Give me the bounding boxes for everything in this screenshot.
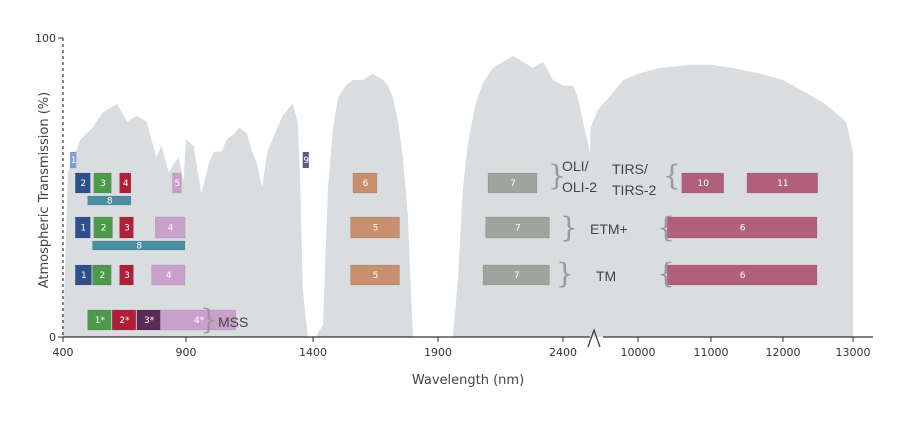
sensor-name: OLI-2 — [562, 179, 597, 195]
band-label: 3 — [124, 271, 130, 281]
band-bar — [485, 216, 550, 239]
brace: { — [657, 211, 675, 244]
band-bar — [119, 172, 132, 194]
band-bar — [69, 151, 77, 169]
band-label: 6 — [740, 224, 746, 234]
band-bar — [350, 216, 400, 239]
band-bar — [666, 216, 818, 239]
sensor-name: TIRS-2 — [612, 182, 657, 198]
brace: } — [548, 159, 566, 192]
band-bar — [87, 309, 112, 331]
band-label: 3* — [144, 316, 155, 326]
band-label: 2 — [101, 224, 107, 234]
band-bar — [746, 172, 818, 194]
band-label: 11 — [777, 179, 788, 189]
band-bar — [155, 216, 186, 239]
band-label: 6 — [740, 271, 746, 281]
band-bar — [87, 195, 132, 206]
band-label: 10 — [697, 179, 709, 189]
band-label: 8 — [136, 242, 142, 252]
transmission-area — [63, 55, 638, 338]
band-label: 5 — [175, 179, 181, 189]
band-bar — [666, 264, 818, 286]
band-label: 1 — [80, 224, 86, 234]
x-tick-label: 13000 — [836, 346, 871, 359]
x-tick-label: 2400 — [549, 346, 577, 359]
band-label: 4* — [194, 316, 205, 326]
transmission-area — [586, 64, 853, 338]
band-label: 1 — [81, 271, 87, 281]
band-label: 5 — [373, 271, 379, 281]
sensor-name: TIRS/ — [612, 161, 648, 177]
sensor-name: MSS — [218, 314, 248, 330]
y-tick-label: 100 — [35, 32, 56, 45]
band-bar — [350, 264, 400, 286]
x-tick-label: 1900 — [424, 346, 452, 359]
x-tick-label: 11000 — [694, 346, 729, 359]
band-bar — [172, 172, 182, 194]
band-bar — [681, 172, 724, 194]
band-label: 2 — [100, 271, 106, 281]
band-label: 4 — [166, 271, 172, 281]
band-label: 7 — [510, 179, 516, 189]
band-label: 4 — [168, 224, 174, 234]
band-label: 7 — [514, 271, 520, 281]
sensor-labels: }OLI/OLI-2 {TIRS/TIRS-2} {ETM+} {TM} MSS — [200, 158, 681, 336]
sensor-name: OLI/ — [562, 158, 589, 174]
band-label: 5 — [373, 224, 379, 234]
brace: } — [556, 257, 574, 290]
y-tick-label: 0 — [49, 331, 56, 344]
brace: { — [663, 159, 681, 192]
band-bar — [92, 240, 186, 251]
band-bar — [92, 264, 112, 286]
sensor-name: TM — [596, 268, 616, 284]
brace: } — [200, 303, 218, 336]
transmission-area-layer — [63, 55, 853, 338]
band-bar — [119, 216, 134, 239]
band-bar — [352, 172, 378, 194]
band-label: 1 — [71, 156, 77, 166]
band-label: 8 — [107, 197, 113, 207]
band-bar — [75, 172, 91, 194]
band-bar — [487, 172, 538, 194]
x-tick-label: 1400 — [299, 346, 327, 359]
band-bar — [151, 264, 186, 286]
band-bar — [119, 264, 134, 286]
band-bar — [75, 216, 91, 239]
x-tick-label: 900 — [176, 346, 197, 359]
axes: 400 900 1400 1900 2400 10000 11000 12000 13000 0 1… — [35, 32, 873, 359]
axis-break-mark — [587, 328, 601, 348]
band-label: 2* — [119, 316, 130, 326]
x-tick-label: 10000 — [621, 346, 656, 359]
brace: { — [657, 257, 675, 290]
band-label: 6 — [363, 179, 369, 189]
band-label: 9 — [303, 156, 309, 166]
band-bar — [111, 309, 137, 331]
band-bar — [482, 264, 550, 286]
band-label: 2 — [80, 179, 86, 189]
band-bar — [136, 309, 161, 331]
band-label: 1* — [95, 316, 106, 326]
band-label: 4 — [123, 179, 129, 189]
band-bar — [75, 264, 92, 286]
band-bar — [161, 309, 237, 331]
x-tick-label: 400 — [53, 346, 74, 359]
sensor-name: ETM+ — [590, 221, 628, 237]
y-axis-title: Atmospheric Transmission (%) — [37, 92, 52, 289]
brace: } — [560, 211, 578, 244]
x-axis-title: Wavelength (nm) — [412, 373, 524, 388]
band-label: 3 — [100, 179, 106, 189]
band-bar — [302, 151, 310, 169]
band-bar — [93, 172, 112, 194]
band-bar — [93, 216, 113, 239]
x-tick-label: 12000 — [766, 346, 801, 359]
band-label: 7 — [515, 224, 521, 234]
band-label: 3 — [124, 224, 130, 234]
